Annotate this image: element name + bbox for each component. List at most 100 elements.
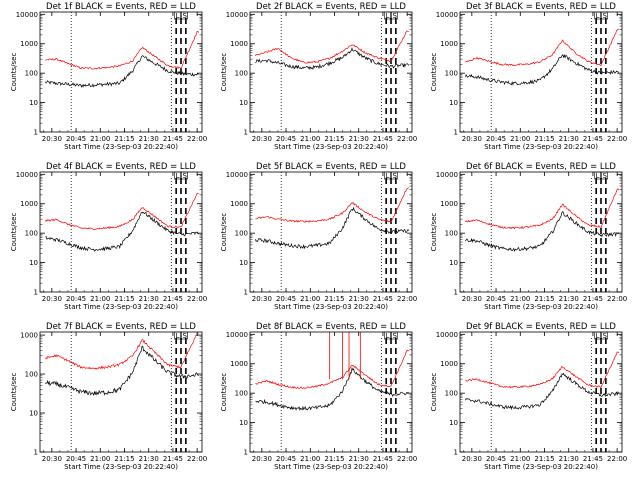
plot-frame bbox=[459, 171, 623, 293]
x-tick-label: 21:00 bbox=[300, 455, 320, 463]
y-tick-label: 1 bbox=[34, 129, 38, 137]
y-axis-label: Counts/sec bbox=[10, 53, 18, 92]
marker-label: S bbox=[603, 12, 608, 20]
x-axis-label: Start Time (23-Sep-03 20:22:40) bbox=[64, 463, 178, 471]
x-tick-label: 22:00 bbox=[607, 135, 627, 143]
x-tick-label: 22:00 bbox=[397, 135, 417, 143]
x-axis-label: Start Time (23-Sep-03 20:22:40) bbox=[64, 143, 178, 151]
events-series bbox=[465, 372, 620, 411]
x-tick-label: 21:30 bbox=[559, 295, 579, 303]
y-tick-label: 10000 bbox=[226, 171, 248, 179]
panel-title: Det 3f BLACK = Events, RED = LLD bbox=[466, 2, 616, 12]
marker-label: L bbox=[176, 332, 180, 340]
marker-label: L bbox=[386, 332, 390, 340]
x-axis-label: Start Time (23-Sep-03 20:22:40) bbox=[484, 463, 598, 471]
y-tick-label: 10000 bbox=[16, 11, 38, 19]
plot-frame bbox=[39, 11, 203, 133]
events-series bbox=[45, 55, 199, 88]
y-tick-label: 10000 bbox=[436, 171, 458, 179]
marker-label: S bbox=[393, 332, 398, 340]
marker-label: S bbox=[393, 172, 398, 180]
y-tick-label: 1000 bbox=[20, 332, 38, 340]
x-tick-label: 20:30 bbox=[42, 295, 62, 303]
x-axis-label: Start Time (23-Sep-03 20:22:40) bbox=[484, 303, 598, 311]
x-tick-label: 20:30 bbox=[42, 455, 62, 463]
x-tick-label: 21:30 bbox=[139, 295, 159, 303]
y-axis-label: Counts/sec bbox=[10, 373, 18, 412]
x-tick-label: 21:00 bbox=[300, 135, 320, 143]
marker-label: L bbox=[596, 12, 600, 20]
x-tick-label: 21:45 bbox=[373, 455, 393, 463]
marker-label: S bbox=[183, 332, 188, 340]
panel-title: Det 5f BLACK = Events, RED = LLD bbox=[256, 162, 406, 172]
y-tick-label: 10000 bbox=[226, 331, 248, 339]
marker-label: S bbox=[183, 12, 188, 20]
lld-series bbox=[255, 349, 410, 389]
events-series bbox=[465, 53, 620, 86]
x-tick-label: 21:15 bbox=[534, 295, 554, 303]
events-series bbox=[45, 211, 200, 252]
x-axis-label: Start Time (23-Sep-03 20:22:40) bbox=[274, 143, 388, 151]
panel-title: Det 9f BLACK = Events, RED = LLD bbox=[466, 322, 616, 332]
y-tick-label: 100 bbox=[235, 70, 248, 78]
lld-series bbox=[45, 193, 199, 231]
marker-label: L bbox=[386, 172, 390, 180]
x-tick-label: 20:30 bbox=[462, 295, 482, 303]
events-series bbox=[255, 47, 410, 71]
lld-series bbox=[255, 187, 410, 223]
x-tick-label: 21:30 bbox=[139, 135, 159, 143]
x-tick-label: 22:00 bbox=[187, 135, 207, 143]
x-tick-label: 21:15 bbox=[114, 455, 134, 463]
x-tick-label: 21:45 bbox=[163, 135, 183, 143]
y-tick-label: 1000 bbox=[20, 200, 38, 208]
x-tick-label: 20:45 bbox=[276, 455, 296, 463]
y-tick-label: 1000 bbox=[440, 200, 458, 208]
marker-label: L bbox=[386, 12, 390, 20]
x-tick-label: 20:45 bbox=[486, 295, 506, 303]
y-tick-label: 100 bbox=[235, 390, 248, 398]
y-tick-label: 1000 bbox=[440, 360, 458, 368]
y-tick-label: 10 bbox=[449, 419, 458, 427]
y-tick-label: 1 bbox=[454, 289, 458, 297]
x-tick-label: 21:15 bbox=[324, 295, 344, 303]
lld-series bbox=[465, 188, 620, 230]
x-tick-label: 21:45 bbox=[583, 135, 603, 143]
y-tick-label: 100 bbox=[25, 230, 38, 238]
y-tick-label: 10 bbox=[239, 259, 248, 267]
x-tick-label: 22:00 bbox=[607, 295, 627, 303]
panel-title: Det 6f BLACK = Events, RED = LLD bbox=[466, 162, 616, 172]
x-tick-label: 20:45 bbox=[486, 455, 506, 463]
lld-series bbox=[255, 30, 409, 64]
y-tick-label: 10 bbox=[449, 99, 458, 107]
y-tick-label: 100 bbox=[235, 230, 248, 238]
lld-series bbox=[45, 332, 199, 370]
y-tick-label: 1 bbox=[244, 289, 248, 297]
marker-label: S bbox=[603, 172, 608, 180]
x-axis-label: Start Time (23-Sep-03 20:22:40) bbox=[484, 143, 598, 151]
plot-frame bbox=[249, 171, 413, 293]
x-tick-label: 20:45 bbox=[276, 135, 296, 143]
lld-series bbox=[465, 351, 620, 389]
x-axis-label: Start Time (23-Sep-03 20:22:40) bbox=[274, 463, 388, 471]
y-tick-label: 10 bbox=[449, 259, 458, 267]
y-tick-label: 1 bbox=[244, 129, 248, 137]
events-series bbox=[465, 211, 620, 253]
y-axis-label: Counts/sec bbox=[430, 213, 438, 252]
plot-frame bbox=[459, 331, 623, 453]
x-tick-label: 21:15 bbox=[114, 135, 134, 143]
x-tick-label: 20:45 bbox=[66, 135, 86, 143]
y-tick-label: 1000 bbox=[440, 40, 458, 48]
y-tick-label: 100 bbox=[25, 70, 38, 78]
x-tick-label: 21:45 bbox=[373, 135, 393, 143]
y-tick-label: 100 bbox=[445, 390, 458, 398]
x-tick-label: 20:30 bbox=[252, 135, 272, 143]
x-axis-label: Start Time (23-Sep-03 20:22:40) bbox=[274, 303, 388, 311]
plot-frame bbox=[39, 331, 203, 453]
